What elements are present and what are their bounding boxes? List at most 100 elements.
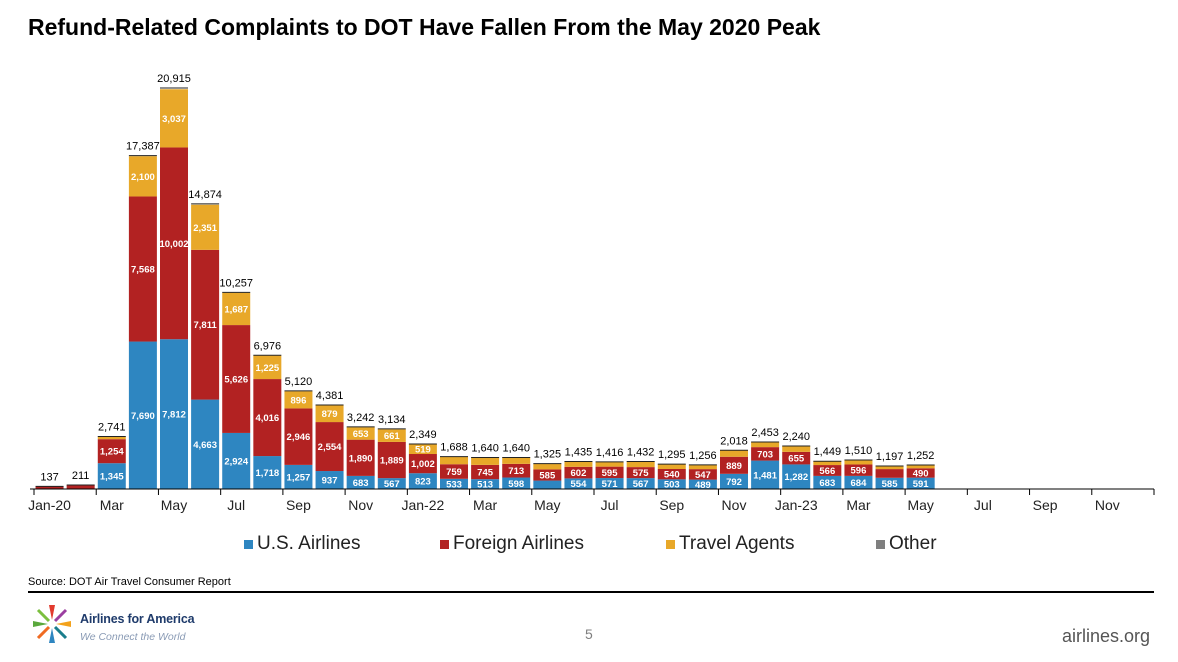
bar-segment-1 bbox=[720, 456, 748, 474]
segment-value-label: 547 bbox=[695, 470, 711, 481]
x-tick-label: Jul bbox=[974, 497, 992, 513]
bar-segment-1 bbox=[657, 469, 686, 480]
bar-segment-2 bbox=[408, 444, 437, 455]
bar-segment-2 bbox=[626, 461, 655, 468]
bar-segment-0 bbox=[626, 478, 655, 489]
bar-segment-0 bbox=[408, 473, 437, 489]
legend-item-other: Other bbox=[876, 532, 937, 556]
source-note: Source: DOT Air Travel Consumer Report bbox=[28, 576, 231, 588]
segment-value-label: 1,254 bbox=[100, 447, 124, 458]
segment-value-label: 889 bbox=[726, 461, 742, 472]
segment-value-label: 2,100 bbox=[131, 172, 155, 183]
segment-value-label: 567 bbox=[384, 479, 400, 490]
x-tick-label: Nov bbox=[722, 497, 747, 513]
bar-segment-0 bbox=[782, 464, 811, 489]
bar-segment-2 bbox=[284, 391, 313, 409]
bar-segment-0 bbox=[533, 480, 562, 489]
segment-value-label: 661 bbox=[384, 431, 401, 442]
bar-segment-2 bbox=[688, 464, 717, 470]
segment-value-label: 655 bbox=[788, 454, 805, 465]
total-label: 10,257 bbox=[219, 277, 253, 289]
page-number: 5 bbox=[585, 626, 593, 642]
legend-swatch-travel-agents bbox=[666, 539, 675, 549]
bar-segment-2 bbox=[844, 460, 873, 465]
bar-segment-2 bbox=[253, 355, 282, 380]
total-label: 1,435 bbox=[565, 446, 593, 458]
chart-legend: U.S. Airlines Foreign Airlines Travel Ag… bbox=[0, 532, 1178, 556]
bar-segment-0 bbox=[346, 475, 375, 489]
bar-segment-0 bbox=[906, 477, 935, 489]
x-tick-label: Nov bbox=[1095, 497, 1120, 513]
total-label: 6,976 bbox=[254, 340, 282, 352]
bar-segment-2 bbox=[595, 461, 624, 467]
segment-value-label: 1,889 bbox=[380, 456, 404, 467]
segment-value-label: 703 bbox=[757, 449, 773, 460]
segment-value-label: 683 bbox=[819, 478, 835, 489]
x-tick-label: Jul bbox=[601, 497, 619, 513]
bar-segment-1 bbox=[253, 379, 282, 457]
segment-value-label: 2,554 bbox=[318, 442, 342, 453]
bar-segment-0 bbox=[128, 341, 157, 489]
segment-value-label: 2,946 bbox=[287, 432, 311, 443]
bar-segment-0 bbox=[160, 339, 188, 489]
bar-segment-0 bbox=[844, 475, 873, 489]
bar-segment-0 bbox=[440, 478, 468, 489]
legend-label-us-airlines: U.S. Airlines bbox=[257, 533, 361, 554]
segment-value-label: 745 bbox=[477, 468, 494, 479]
bar-segment-1 bbox=[564, 466, 593, 479]
bar-segment-1 bbox=[440, 464, 468, 479]
bar-segment-0 bbox=[471, 479, 500, 489]
x-tick-label: Jul bbox=[227, 497, 245, 513]
x-tick-label: May bbox=[907, 497, 933, 513]
bar-total bbox=[66, 484, 95, 489]
bar-segment-2 bbox=[751, 442, 780, 448]
segment-value-label: 598 bbox=[508, 479, 524, 490]
total-label: 1,256 bbox=[689, 450, 717, 462]
total-label: 1,640 bbox=[502, 443, 530, 455]
total-label: 1,432 bbox=[627, 447, 655, 459]
x-tick-label: Sep bbox=[286, 497, 311, 513]
segment-value-label: 1,282 bbox=[784, 472, 808, 483]
segment-value-label: 1,718 bbox=[255, 468, 279, 479]
segment-value-label: 1,002 bbox=[411, 459, 435, 470]
footer-divider bbox=[28, 591, 1154, 593]
bar-segment-0 bbox=[875, 477, 904, 489]
bar-segment-1 bbox=[502, 463, 531, 478]
segment-value-label: 653 bbox=[353, 429, 369, 440]
segment-value-label: 540 bbox=[664, 470, 680, 481]
segment-value-label: 1,481 bbox=[753, 470, 777, 481]
x-tick-label: Jan-22 bbox=[401, 497, 444, 513]
bar-segment-0 bbox=[191, 399, 220, 489]
segment-value-label: 1,345 bbox=[100, 472, 124, 483]
bar-segment-2 bbox=[533, 463, 562, 470]
segment-value-label: 567 bbox=[633, 479, 649, 490]
segment-value-label: 937 bbox=[322, 476, 338, 487]
bar-segment-1 bbox=[688, 469, 717, 480]
stacked-bar-chart: 137 211 1,345 1,254 2,741 7,690 7,568 2,100 17,3… bbox=[28, 73, 1155, 513]
bar-segment-1 bbox=[626, 467, 655, 479]
bar-segment-1 bbox=[284, 408, 313, 465]
x-tick-label: Sep bbox=[659, 497, 684, 513]
bar-segment-2 bbox=[346, 427, 375, 440]
total-label: 1,640 bbox=[471, 443, 499, 455]
bar-segment-2 bbox=[160, 89, 188, 148]
segment-value-label: 684 bbox=[851, 478, 868, 489]
bar-segment-2 bbox=[440, 456, 468, 465]
bar-segment-0 bbox=[222, 432, 251, 489]
x-tick-label: Jan-20 bbox=[28, 497, 71, 513]
bar-segment-1 bbox=[813, 465, 842, 476]
segment-value-label: 1,225 bbox=[255, 363, 279, 374]
segment-value-label: 575 bbox=[633, 468, 650, 479]
total-label: 17,387 bbox=[126, 141, 160, 153]
bar-segment-0 bbox=[502, 477, 531, 489]
segment-value-label: 591 bbox=[913, 479, 930, 490]
legend-item-us-airlines: U.S. Airlines bbox=[244, 532, 360, 556]
x-tick-label: Mar bbox=[100, 497, 124, 513]
legend-item-foreign-airlines: Foreign Airlines bbox=[440, 532, 584, 556]
total-label: 2,018 bbox=[720, 435, 748, 447]
segment-value-label: 7,690 bbox=[131, 411, 155, 422]
bar-segment-2 bbox=[97, 436, 126, 440]
x-tick-label: Jan-23 bbox=[775, 497, 818, 513]
bar-total bbox=[35, 486, 64, 489]
segment-value-label: 513 bbox=[477, 480, 493, 491]
